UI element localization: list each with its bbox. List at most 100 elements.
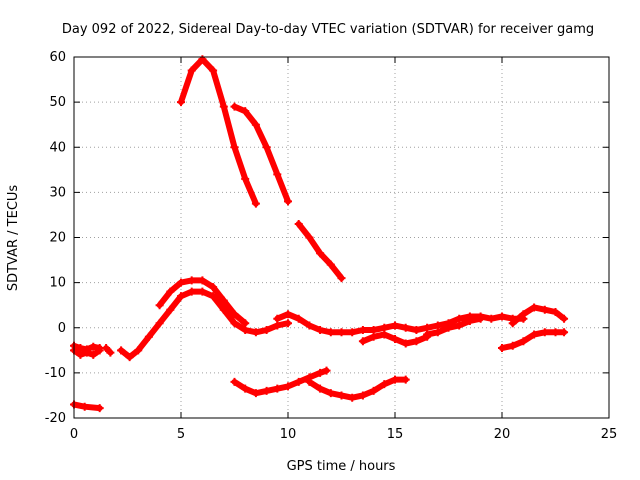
series-arc-8 bbox=[230, 102, 292, 206]
data-point bbox=[465, 316, 474, 325]
data-point bbox=[305, 377, 314, 386]
x-tick-label: 15 bbox=[387, 427, 404, 442]
data-point bbox=[476, 314, 485, 323]
data-point bbox=[305, 321, 314, 330]
data-series bbox=[70, 55, 569, 413]
x-tick-label: 25 bbox=[601, 427, 618, 442]
data-point bbox=[540, 328, 549, 337]
data-point bbox=[560, 314, 569, 323]
data-point bbox=[316, 326, 325, 335]
series-line bbox=[231, 103, 291, 205]
data-point bbox=[230, 102, 239, 111]
y-tick-label: -10 bbox=[45, 366, 66, 381]
data-point bbox=[358, 337, 367, 346]
data-point bbox=[117, 346, 126, 355]
data-point bbox=[551, 328, 560, 337]
data-point bbox=[251, 120, 260, 129]
data-point bbox=[519, 337, 528, 346]
series-arc-7 bbox=[177, 55, 260, 208]
data-point bbox=[198, 276, 207, 285]
data-point bbox=[177, 292, 185, 301]
data-point bbox=[166, 287, 175, 296]
data-point bbox=[273, 384, 282, 393]
y-tick-label: 50 bbox=[49, 95, 66, 110]
series-arc-14 bbox=[498, 328, 569, 353]
data-point bbox=[551, 307, 560, 316]
series-line bbox=[178, 56, 259, 207]
data-point bbox=[540, 305, 549, 314]
data-point bbox=[89, 342, 98, 351]
data-point bbox=[391, 321, 399, 330]
data-point bbox=[423, 323, 432, 332]
series-arc-12 bbox=[423, 314, 485, 339]
data-point bbox=[95, 404, 104, 413]
y-tick-label: 0 bbox=[58, 321, 66, 336]
data-point bbox=[391, 375, 399, 384]
data-point bbox=[391, 335, 399, 344]
series-arc-16 bbox=[305, 375, 410, 402]
data-point bbox=[358, 326, 367, 335]
series-arc-3 bbox=[70, 400, 104, 413]
data-point bbox=[498, 344, 506, 353]
data-point bbox=[337, 391, 346, 400]
data-point bbox=[230, 319, 239, 328]
series-line bbox=[306, 376, 409, 401]
data-point bbox=[251, 328, 260, 337]
data-point bbox=[262, 326, 271, 335]
data-point bbox=[316, 249, 325, 258]
data-point bbox=[241, 384, 250, 393]
data-point bbox=[508, 341, 517, 350]
data-point bbox=[433, 328, 442, 337]
data-point bbox=[337, 328, 346, 337]
x-tick-label: 10 bbox=[280, 427, 297, 442]
data-point bbox=[369, 332, 378, 341]
data-point bbox=[508, 319, 517, 328]
data-point bbox=[262, 386, 271, 395]
data-point bbox=[380, 330, 389, 339]
data-point bbox=[380, 323, 389, 332]
chart-title: Day 092 of 2022, Sidereal Day-to-day VTE… bbox=[62, 22, 594, 37]
data-point bbox=[251, 199, 260, 208]
data-point bbox=[380, 380, 389, 389]
data-point bbox=[294, 314, 303, 323]
data-point bbox=[401, 339, 410, 348]
x-tick-label: 5 bbox=[177, 427, 185, 442]
axis-ticks: 0 5 10 15 20 25 -20 -10 0 10 20 30 40 50 60 bbox=[45, 50, 618, 442]
data-point bbox=[187, 276, 196, 285]
series-arc-13 bbox=[508, 303, 569, 328]
y-tick-label: 20 bbox=[49, 231, 66, 246]
data-point bbox=[241, 326, 250, 335]
data-point bbox=[498, 312, 506, 321]
data-point bbox=[219, 296, 228, 305]
y-tick-label: -20 bbox=[45, 411, 66, 426]
data-point bbox=[326, 389, 335, 398]
data-point bbox=[316, 368, 325, 377]
data-point bbox=[337, 274, 346, 283]
data-point bbox=[326, 328, 335, 337]
data-point bbox=[284, 319, 292, 328]
data-point bbox=[273, 321, 282, 330]
y-tick-label: 60 bbox=[49, 50, 66, 65]
data-point bbox=[369, 326, 378, 335]
data-point bbox=[369, 386, 378, 395]
data-point bbox=[294, 219, 303, 228]
data-point bbox=[155, 301, 164, 310]
data-point bbox=[144, 332, 153, 341]
data-point bbox=[177, 98, 185, 107]
data-point bbox=[348, 328, 357, 337]
data-point bbox=[76, 344, 85, 353]
data-point bbox=[177, 278, 185, 287]
data-point bbox=[187, 66, 196, 75]
data-point bbox=[230, 377, 239, 386]
data-point bbox=[80, 402, 89, 411]
data-point bbox=[187, 287, 196, 296]
data-point bbox=[423, 330, 432, 339]
data-point bbox=[455, 314, 464, 323]
data-point bbox=[348, 393, 357, 402]
data-point bbox=[219, 102, 228, 111]
data-point bbox=[530, 303, 539, 312]
data-point bbox=[198, 287, 207, 296]
data-point bbox=[125, 353, 134, 362]
data-point bbox=[560, 328, 569, 337]
data-point bbox=[219, 305, 228, 314]
